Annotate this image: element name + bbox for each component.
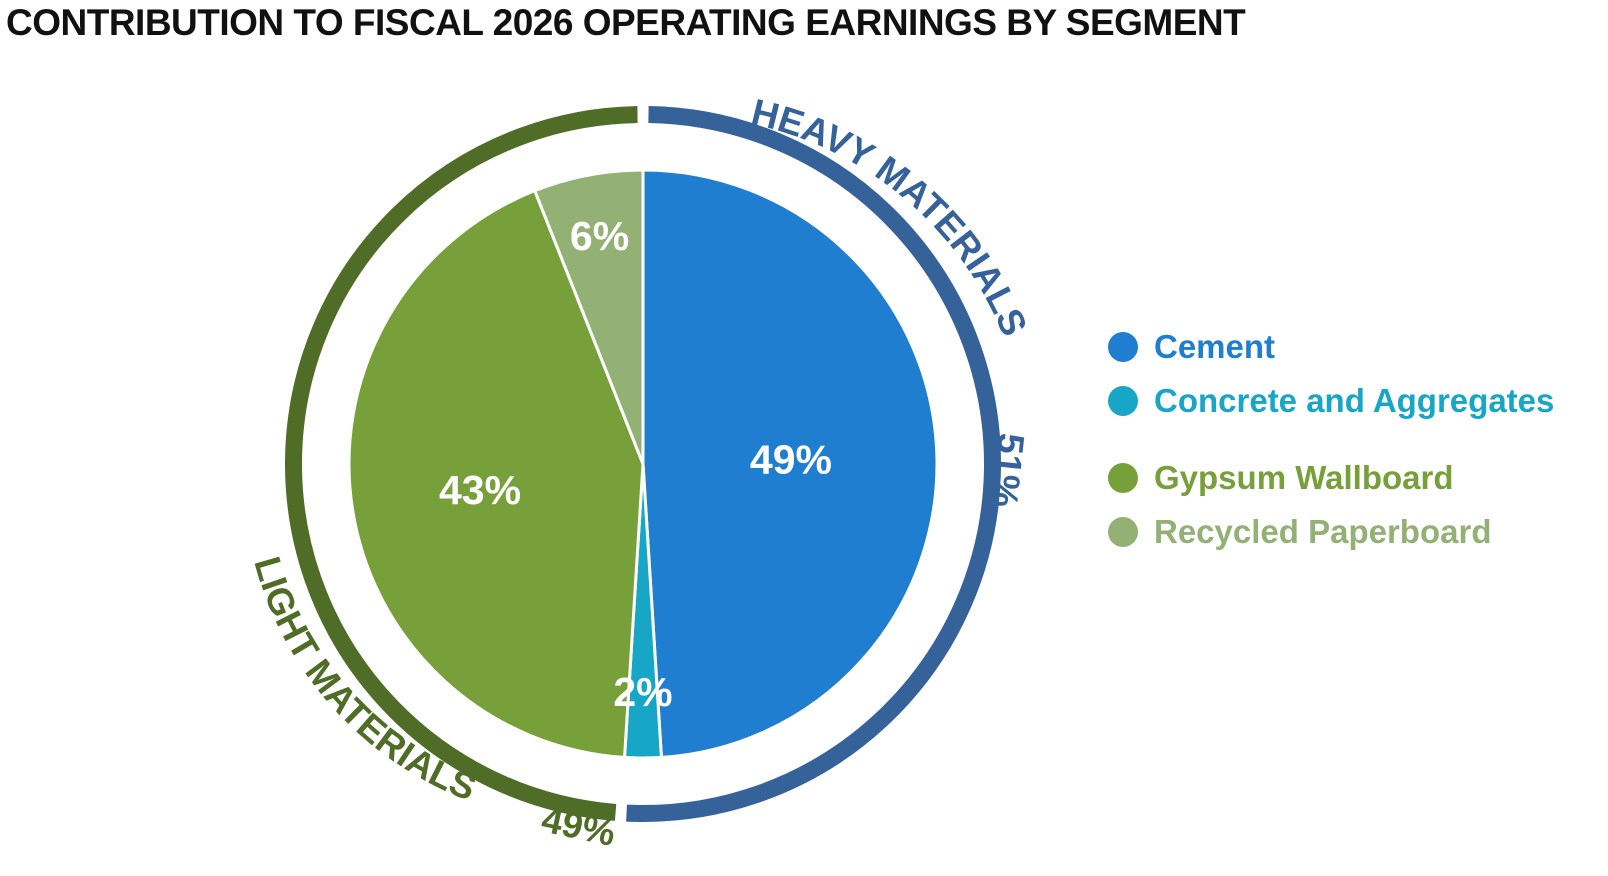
- slice-labels: 49% 2% 43% 6%: [439, 213, 832, 715]
- legend-label: Recycled Paperboard: [1154, 513, 1492, 550]
- pie-slices: [347, 168, 939, 760]
- ring-arc-heavy-materials: [626, 106, 1001, 822]
- legend-item-concrete-and-aggregates: Concrete and Aggregates: [1108, 382, 1555, 419]
- legend-swatch: [1108, 517, 1138, 547]
- legend-item-gypsum-wallboard: Gypsum Wallboard: [1108, 459, 1554, 496]
- slice-label-cement: 49%: [750, 436, 832, 482]
- legend: Cement Concrete and Aggregates Gypsum Wa…: [1108, 328, 1555, 550]
- pie-slice-recycled-paperboard: [533, 168, 645, 466]
- legend-label: Cement: [1154, 328, 1276, 365]
- legend-label: Concrete and Aggregates: [1154, 382, 1555, 419]
- segment-ring: [285, 106, 1001, 822]
- heavy-materials-ring-percent: 51%: [983, 431, 1032, 509]
- pie-slice-gypsum-wallboard: [347, 189, 645, 759]
- slice-label-gypsum-wallboard: 43%: [439, 467, 521, 513]
- legend-item-cement: Cement: [1108, 328, 1554, 365]
- slice-label-recycled-paperboard: 6%: [570, 213, 629, 259]
- legend-swatch: [1108, 463, 1138, 493]
- legend-label: Gypsum Wallboard: [1154, 459, 1454, 496]
- legend-swatch: [1108, 332, 1138, 362]
- legend-swatch: [1108, 386, 1138, 416]
- slice-label-concrete-and-aggregates: 2%: [613, 669, 672, 715]
- pie-slice-cement: [641, 168, 939, 759]
- chart-title: CONTRIBUTION TO FISCAL 2026 OPERATING EA…: [6, 2, 1246, 43]
- ring-arc-light-materials: [285, 106, 638, 821]
- legend-item-recycled-paperboard: Recycled Paperboard: [1108, 513, 1554, 550]
